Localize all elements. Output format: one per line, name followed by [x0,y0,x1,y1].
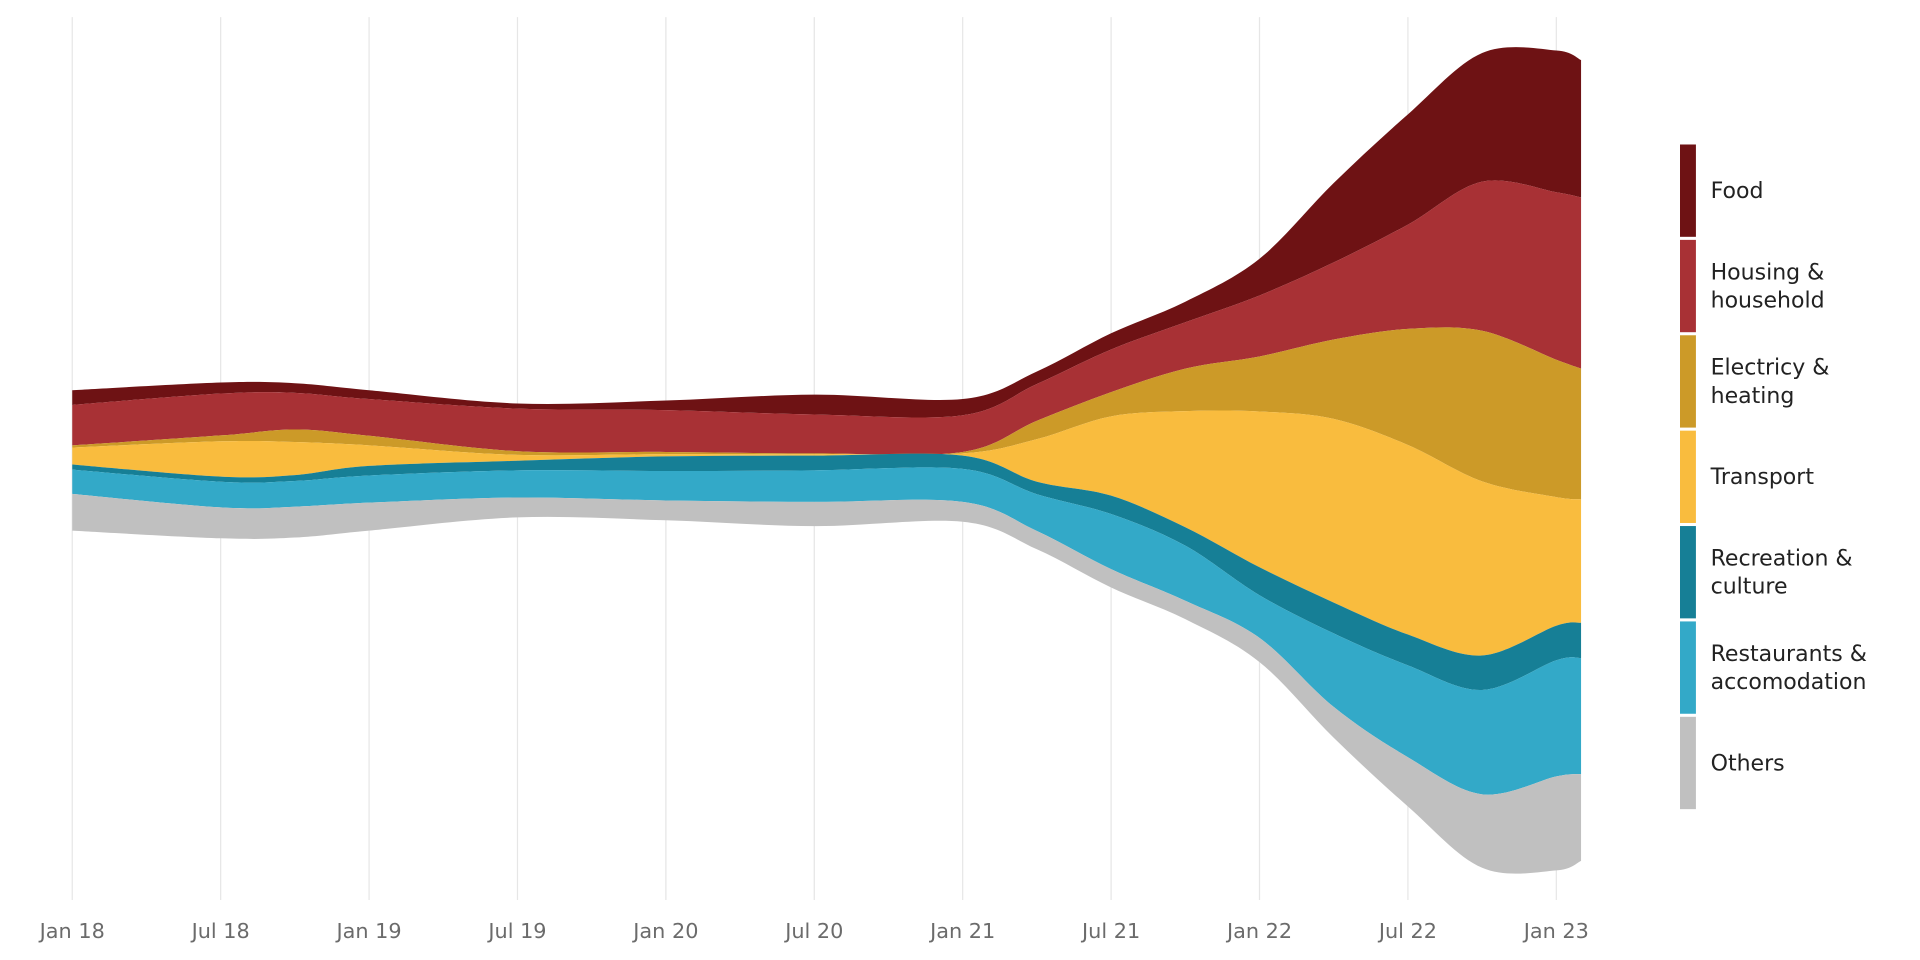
legend-swatch [1680,335,1696,428]
x-tick-label: Jul 18 [190,919,250,943]
stream-layer-restaurants-accomodation [72,467,1582,795]
stream-layer-housing-household [72,180,1582,455]
legend-swatch [1680,716,1696,810]
x-tick-label: Jul 21 [1080,919,1140,943]
x-tick-label: Jan 19 [334,919,401,943]
legend-label: Transport [1710,465,1815,490]
legend-label: Others [1711,751,1785,776]
legend-label: accomodation [1711,670,1867,695]
stream-layer-transport [72,410,1582,656]
legend-label: Housing & [1711,260,1825,285]
x-tick-label: Jan 18 [38,919,105,943]
legend-label: culture [1711,575,1788,600]
legend-swatch [1680,239,1696,333]
x-tick-label: Jul 22 [1377,919,1437,943]
stream-layers [72,47,1582,874]
legend-label: Electricy & [1711,356,1830,381]
stream-layer-recreation-culture [72,453,1582,691]
legend-label: Food [1711,179,1764,204]
legend-swatch [1680,526,1696,619]
stream-layer-others [72,493,1582,874]
legend-label: heating [1711,384,1795,409]
x-axis-ticks: Jan 18 Jul 18 Jan 19 Jul 19 Jan 20 Jul 20 Jan … [38,919,1589,943]
legend-swatch [1680,430,1696,523]
x-tick-label: Jan 22 [1225,919,1292,943]
legend: Food Housing & household Electricy & heating… [1680,144,1867,810]
legend-swatch [1680,621,1696,714]
x-tick-label: Jan 23 [1522,919,1589,943]
legend-swatch [1680,144,1696,237]
legend-label: Restaurants & [1711,642,1867,667]
x-tick-label: Jul 19 [486,919,546,943]
legend-label: Recreation & [1711,546,1853,571]
x-tick-label: Jan 21 [928,919,995,943]
stream-layer-electricty-heating [72,327,1582,500]
x-tick-label: Jan 20 [631,919,698,943]
legend-label: household [1711,288,1825,313]
x-tick-label: Jul 20 [783,919,843,943]
